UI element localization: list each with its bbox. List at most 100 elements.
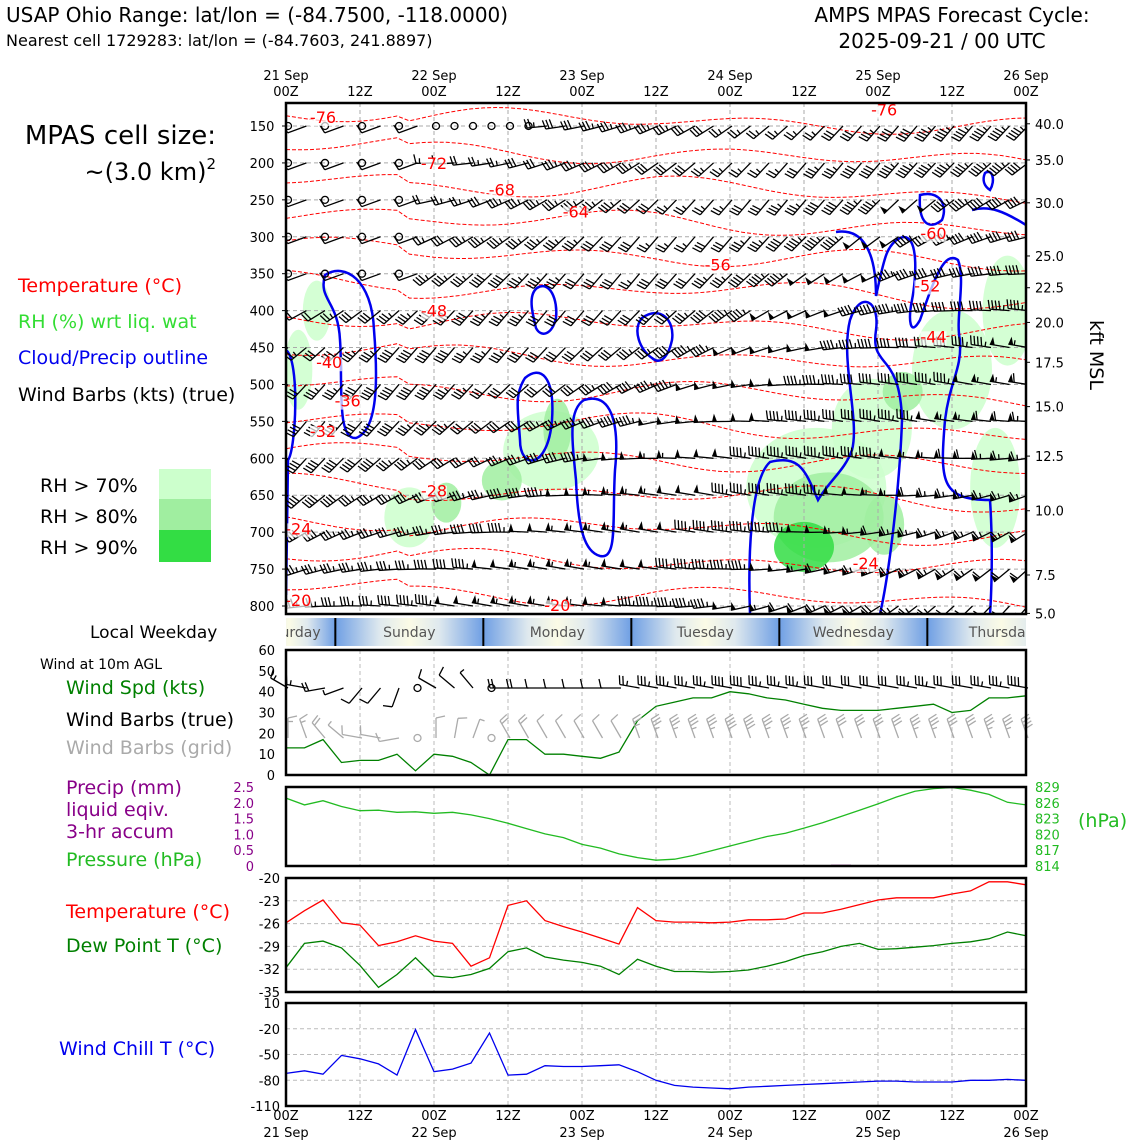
top-date-label: 21 Sep — [263, 69, 308, 84]
wind-barb-grid — [872, 713, 884, 739]
cloud-outline-contour — [636, 311, 674, 362]
xs-wind-barb — [748, 445, 770, 459]
wind-barb-true — [970, 675, 992, 689]
isotherm-line — [286, 269, 1026, 310]
xs-wind-barb — [616, 347, 640, 361]
temperature-label-bg — [920, 227, 947, 242]
xs-wind-barb — [638, 417, 659, 426]
wind-barb-true — [785, 675, 807, 689]
pressure-legend: Pressure (hPa) — [66, 849, 202, 871]
xs-wind-barb — [414, 384, 437, 401]
xs-wind-barb — [394, 269, 404, 278]
bottom-time-axis: 00Z 21 Sep 12Z 00Z 22 Sep 12Z 00Z 23 Sep 12Z 00Z 2… — [263, 1109, 1048, 1140]
xs-wind-barb — [357, 457, 381, 472]
xs-wind-barb — [896, 408, 918, 423]
wind-barb-grid — [311, 714, 326, 739]
xs-wind-barb — [449, 155, 474, 166]
temperature-label-bg — [914, 280, 941, 295]
xs-wind-barb — [523, 487, 548, 498]
xs-wind-barb — [487, 121, 496, 131]
xs-wind-barb — [765, 236, 788, 252]
xs-wind-barb — [915, 410, 936, 423]
xs-wind-barb — [804, 309, 825, 319]
wind-barb-true — [505, 678, 529, 689]
xs-wind-barb — [879, 236, 899, 249]
bottom-time-label: 00Z — [273, 1109, 299, 1124]
xs-wind-barb — [527, 522, 548, 533]
xs-wind-barb — [449, 420, 474, 435]
xs-wind-barb — [485, 197, 511, 209]
temperature-label-bg — [334, 395, 361, 410]
wind-barb-grid — [724, 713, 737, 739]
wind-barb-true — [896, 675, 918, 689]
xs-wind-barb — [840, 408, 862, 423]
xs-wind-barb — [693, 381, 714, 391]
xs-wind-barb — [673, 199, 696, 216]
xs-wind-barb — [582, 558, 603, 570]
xs-wind-barb — [654, 557, 677, 570]
xs-wind-barb — [675, 449, 696, 459]
xs-wind-barb — [654, 273, 677, 290]
pressure-y-tick: 829 — [1035, 781, 1060, 796]
temperature-label-bg — [310, 112, 336, 127]
xs-wind-barb — [394, 310, 418, 325]
weekday-band — [483, 618, 632, 646]
xs-wind-barb — [468, 420, 492, 434]
xs-wind-barb — [636, 236, 659, 253]
bottom-date-label: 23 Sep — [559, 1126, 604, 1140]
xs-wind-barb — [395, 420, 418, 437]
wind-y-tick: 20 — [258, 727, 275, 742]
xs-wind-barb — [912, 302, 936, 313]
xs-wind-barb — [766, 482, 788, 496]
xs-wind-barb — [839, 199, 862, 215]
xs-wind-barb — [319, 563, 344, 574]
wind-barb-true — [487, 678, 510, 689]
xs-wind-barb — [563, 487, 585, 496]
xs-wind-barb — [971, 530, 992, 542]
rh-blob — [286, 329, 313, 410]
xs-wind-barb — [634, 162, 659, 175]
xs-wind-barb — [525, 273, 548, 290]
xs-wind-barb — [319, 161, 344, 171]
cloud-outline-contour — [918, 192, 946, 226]
xs-wind-barb — [693, 484, 714, 496]
xs-wind-barb — [488, 310, 511, 327]
xs-wind-barb — [339, 596, 363, 607]
xs-wind-barb — [375, 560, 400, 572]
wind-barb-grid — [761, 713, 773, 739]
xs-wind-barb — [858, 162, 881, 179]
xs-wind-barb — [357, 121, 367, 131]
weekday-label: Tuesday — [676, 625, 734, 641]
xs-wind-barb — [1007, 411, 1026, 422]
xs-wind-barb — [950, 162, 973, 178]
pressure-tick-label: 600 — [250, 452, 275, 467]
wind-barb-grid — [554, 713, 567, 739]
cross-section-wind-barbs — [286, 118, 1026, 614]
xs-wind-barb — [821, 125, 844, 142]
temperature-label-bg — [285, 595, 312, 609]
xs-wind-barb — [689, 125, 714, 138]
xs-wind-barb — [527, 558, 548, 570]
xs-wind-barb — [377, 384, 400, 401]
xs-wind-barb — [841, 273, 862, 284]
xs-wind-barb — [893, 234, 918, 248]
xs-wind-barb — [541, 159, 566, 171]
wind-barb-true — [322, 687, 344, 696]
height-axis: 40.0 35.0 30.0 25.0 22.5 20.0 17.5 15.0 12.5 10.0… — [1026, 118, 1064, 622]
xs-wind-barb — [767, 563, 788, 572]
xs-wind-barb — [319, 494, 344, 508]
xs-wind-barb — [545, 487, 566, 497]
xs-wind-barb — [450, 273, 474, 288]
xs-wind-barb — [823, 485, 844, 496]
xs-wind-barb — [948, 266, 973, 278]
isotherm-line — [286, 106, 1026, 135]
windchill-y-tick: -20 — [259, 1023, 280, 1038]
xs-wind-barb — [377, 420, 400, 437]
xs-wind-barb — [784, 483, 807, 496]
xs-wind-barb — [729, 482, 751, 496]
xs-wind-barb — [749, 345, 770, 355]
xs-wind-barb — [897, 567, 918, 579]
xs-wind-barb — [656, 521, 677, 533]
xs-wind-barb — [967, 197, 992, 211]
xs-wind-barb — [619, 558, 640, 570]
